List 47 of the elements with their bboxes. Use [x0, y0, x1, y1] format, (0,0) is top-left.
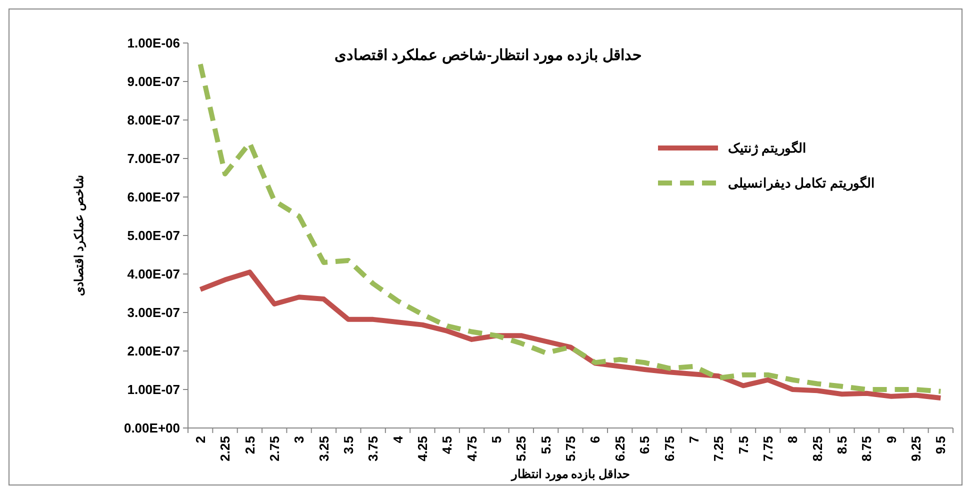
x-tick-label: 5.75 [563, 436, 578, 462]
legend-label: الگوریتم ژنتیک [728, 140, 807, 157]
x-tick-label: 5.25 [514, 436, 529, 462]
y-tick-label: 6.00E-07 [127, 190, 180, 205]
x-tick-label: 8 [785, 436, 800, 444]
legend-label: الگوریتم تکامل دیفرانسیلی [728, 174, 876, 192]
x-tick-label: 7.75 [760, 436, 776, 462]
x-tick-label: 3 [292, 436, 307, 444]
x-tick-label: 6.5 [637, 436, 652, 454]
x-tick-label: 7.5 [736, 436, 751, 454]
y-tick-label: 9.00E-07 [127, 74, 180, 90]
x-tick-label: 6 [588, 436, 603, 444]
x-tick-label: 5.5 [538, 436, 554, 454]
y-tick-label: 8.00E-07 [127, 112, 180, 128]
x-tick-label: 9.5 [933, 436, 948, 454]
x-tick-label: 4.5 [440, 436, 455, 454]
y-tick-label: 1.00E-07 [127, 382, 180, 398]
x-tick-label: 4.75 [464, 436, 480, 462]
x-tick-label: 3.5 [340, 436, 356, 454]
x-tick-label: 2.25 [218, 436, 233, 462]
x-tick-label: 9 [884, 436, 899, 444]
y-tick-label: 1.00E-06 [127, 36, 180, 51]
x-tick-label: 5 [489, 436, 504, 444]
y-tick-label: 0.00E+00 [124, 420, 180, 436]
x-tick-label: 8.25 [810, 436, 825, 462]
x-tick-label: 2.5 [242, 436, 258, 454]
x-tick-label: 4 [390, 435, 406, 444]
x-tick-label: 7 [686, 436, 702, 444]
y-tick-label: 4.00E-07 [127, 266, 180, 282]
x-tick-label: 9.25 [908, 436, 924, 462]
x-tick-label: 3.25 [316, 436, 332, 462]
x-tick-label: 6.75 [662, 436, 677, 462]
x-tick-label: 8.75 [859, 436, 874, 462]
y-axis-title: شاخص عملکرد اقتصادی [72, 175, 87, 296]
y-tick-label: 2.00E-07 [127, 344, 180, 359]
x-axis-title: حداقل بازده مورد انتظار [510, 467, 630, 482]
x-tick-label: 8.5 [834, 436, 850, 454]
x-tick-label: 2.75 [266, 436, 282, 462]
y-tick-label: 3.00E-07 [127, 305, 180, 320]
x-tick-label: 4.25 [414, 436, 430, 462]
x-tick-label: 7.25 [711, 436, 726, 462]
x-tick-label: 2 [192, 436, 208, 444]
chart-title: حداقل بازده مورد انتظار-شاخص عملکرد اقتصادی [334, 47, 642, 64]
x-tick-label: 6.25 [612, 436, 628, 462]
y-tick-label: 5.00E-07 [127, 228, 180, 244]
x-tick-label: 3.75 [366, 436, 381, 462]
y-tick-label: 7.00E-07 [127, 151, 180, 166]
